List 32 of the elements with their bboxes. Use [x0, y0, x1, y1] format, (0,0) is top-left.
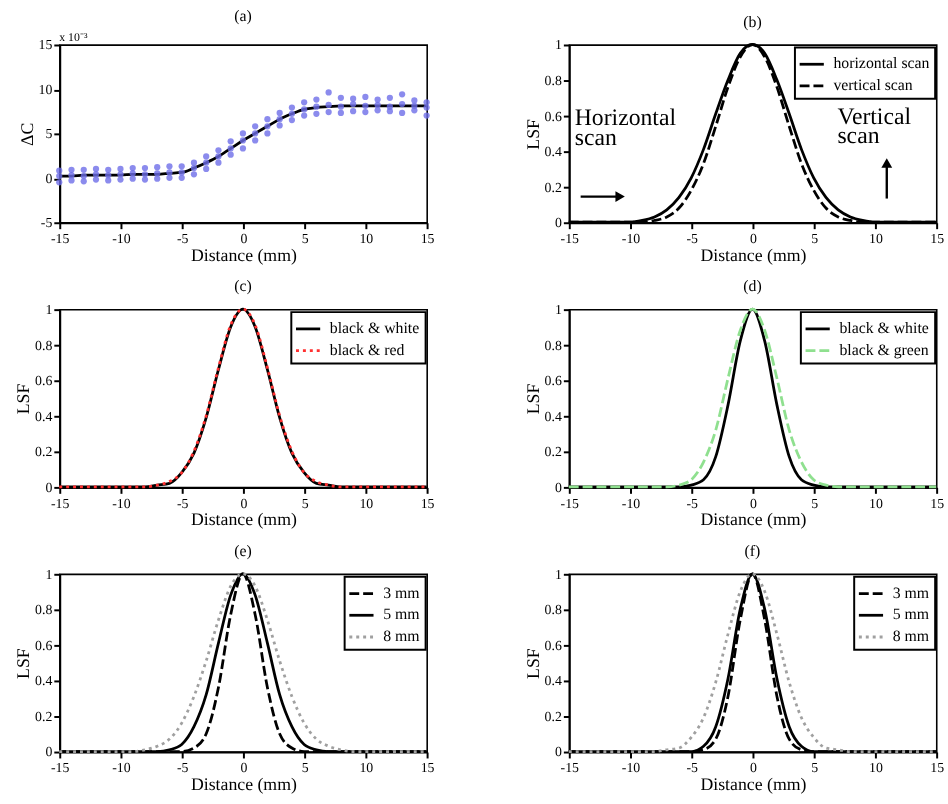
y-axis-title: LSF: [522, 118, 543, 150]
x-axis-title: Distance (mm): [190, 244, 297, 265]
legend-label: 5 mm: [383, 605, 422, 624]
annotation: Horizontal scan: [574, 103, 678, 152]
x-axis-title: Distance (mm): [700, 244, 807, 265]
x-axis-title: Distance (mm): [700, 774, 807, 795]
legend-label: 8 mm: [892, 626, 931, 645]
annotation: Vertical scan: [837, 101, 913, 150]
y-axis-title: LSF: [522, 648, 543, 679]
legend-label: black & white: [329, 318, 421, 337]
y-axis-title: LSF: [13, 383, 34, 415]
chart-title: (a): [234, 6, 253, 25]
legend-label: black & red: [329, 340, 405, 359]
legend-label: 3 mm: [892, 583, 931, 602]
legend-label: horizontal scan: [833, 54, 930, 73]
legend-label: black & white: [839, 318, 930, 337]
y-axis-title: LSF: [13, 648, 34, 679]
chart-title: (e): [234, 542, 253, 561]
legend-label: black & green: [839, 340, 929, 359]
x-axis-title: Distance (mm): [190, 509, 297, 530]
x-axis-title: Distance (mm): [190, 774, 297, 795]
x-axis-title: Distance (mm): [700, 509, 807, 530]
chart-title: (d): [743, 277, 763, 296]
legend-label: 5 mm: [892, 605, 931, 624]
y-axis-title: ΔC: [16, 122, 37, 146]
legend-label: 8 mm: [383, 626, 422, 645]
legend-label: vertical scan: [833, 75, 913, 94]
chart-title: (c): [234, 277, 253, 296]
chart-title: (f): [744, 542, 762, 561]
y-axis-title: LSF: [522, 383, 543, 415]
chart-title: (b): [743, 12, 763, 31]
legend-label: 3 mm: [383, 583, 422, 602]
